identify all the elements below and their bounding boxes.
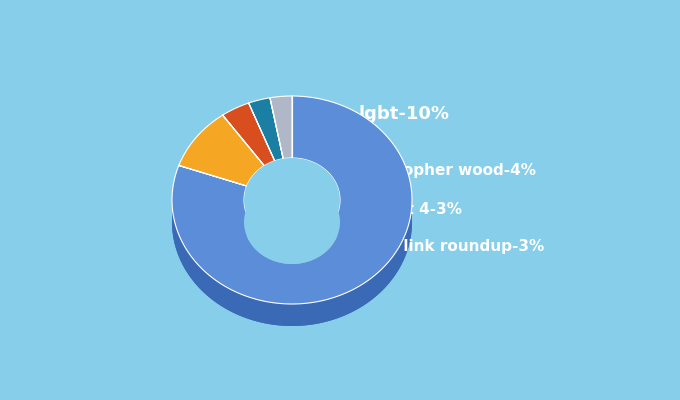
Polygon shape [172, 96, 412, 304]
Ellipse shape [244, 180, 340, 264]
Text: christopher wood-4%: christopher wood-4% [354, 162, 536, 178]
Polygon shape [172, 184, 412, 326]
Polygon shape [172, 208, 412, 326]
Ellipse shape [244, 158, 340, 242]
Polygon shape [179, 115, 265, 186]
Polygon shape [270, 96, 292, 159]
Text: weekly link roundup-3%: weekly link roundup-3% [338, 238, 544, 254]
Text: connect 4-3%: connect 4-3% [346, 202, 462, 218]
Polygon shape [222, 103, 275, 166]
Text: lgbt center-82%: lgbt center-82% [186, 189, 349, 207]
Polygon shape [247, 214, 337, 264]
Text: lgbt-10%: lgbt-10% [358, 105, 449, 123]
Polygon shape [249, 98, 283, 161]
